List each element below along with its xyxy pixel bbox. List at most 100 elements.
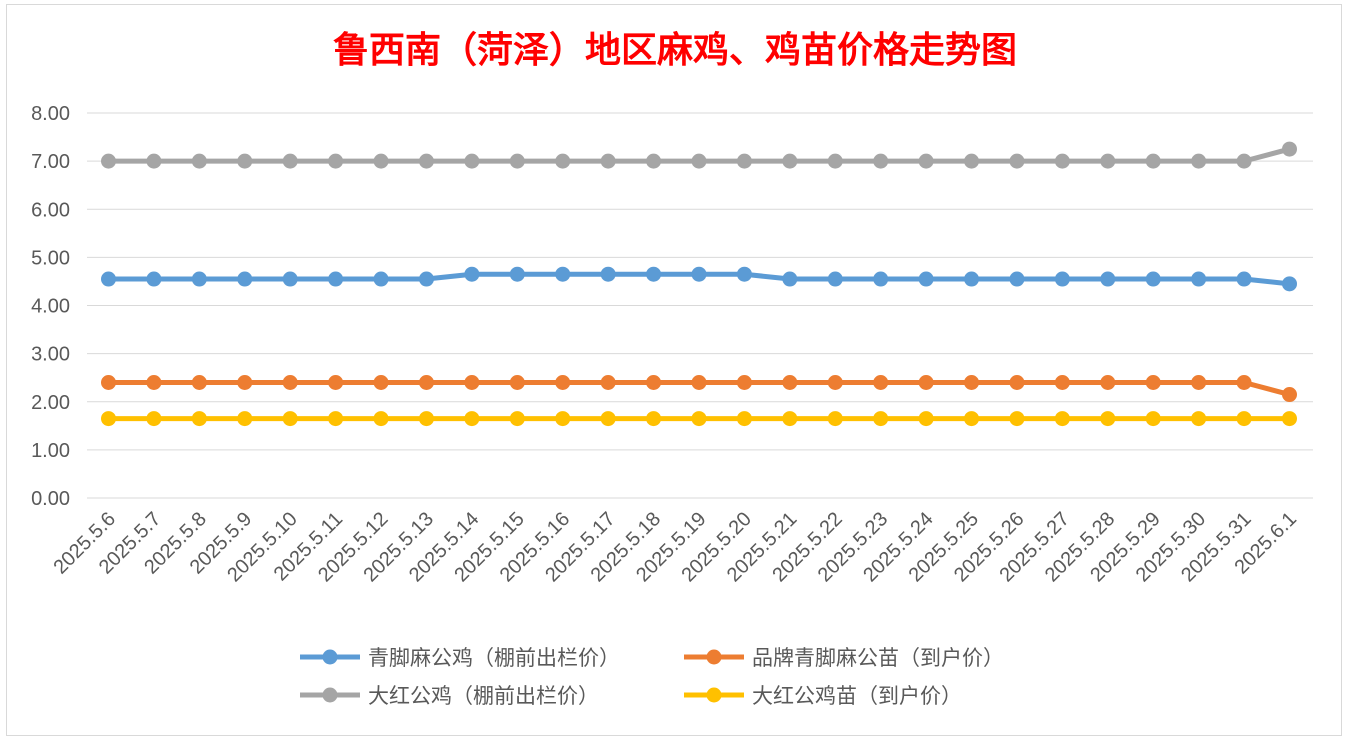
- data-point: [146, 271, 162, 287]
- data-point: [555, 153, 571, 169]
- data-point: [646, 375, 662, 390]
- data-point: [282, 411, 298, 427]
- data-point: [782, 411, 798, 427]
- series-3: [101, 141, 1297, 169]
- data-point: [1282, 387, 1297, 403]
- legend: 青脚麻公鸡（棚前出栏价） 品牌青脚麻公苗（到户价） 大红公鸡（棚前出栏价） 大红公鸡苗…: [300, 646, 1004, 708]
- y-tick-label: 8.00: [31, 103, 70, 125]
- legend-swatch-marker: [322, 649, 338, 665]
- data-point: [691, 153, 707, 169]
- y-axis-ticks: 0.00 1.00 2.00 3.00 4.00 5.00 6.00 7.00 8.00: [31, 103, 70, 510]
- data-point: [418, 375, 434, 390]
- data-point: [1191, 271, 1207, 287]
- data-point: [918, 153, 934, 169]
- data-point: [1009, 153, 1025, 169]
- y-tick-label: 5.00: [31, 247, 70, 269]
- data-point: [1236, 153, 1252, 169]
- data-point: [328, 153, 344, 169]
- legend-swatch-marker: [706, 687, 722, 703]
- data-point: [146, 153, 162, 169]
- data-point: [146, 411, 162, 427]
- data-point: [191, 153, 207, 169]
- data-point: [373, 271, 389, 287]
- data-point: [1145, 153, 1161, 169]
- data-point: [1100, 411, 1116, 427]
- legend-label: 大红公鸡（棚前出栏价）: [368, 684, 599, 708]
- data-point: [373, 153, 389, 169]
- data-point: [691, 375, 707, 390]
- data-point: [464, 411, 480, 427]
- data-point: [555, 411, 571, 427]
- data-point: [964, 153, 980, 169]
- data-point: [373, 411, 389, 427]
- data-point: [1236, 375, 1252, 390]
- data-point: [600, 266, 616, 282]
- data-point: [282, 153, 298, 169]
- data-point: [736, 375, 752, 390]
- data-point: [600, 411, 616, 427]
- legend-swatch-marker: [322, 687, 338, 703]
- data-point: [691, 411, 707, 427]
- data-point: [509, 266, 525, 282]
- data-point: [509, 375, 525, 390]
- data-point: [509, 153, 525, 169]
- data-point: [646, 266, 662, 282]
- data-point: [1054, 153, 1070, 169]
- data-point: [918, 271, 934, 287]
- data-point: [827, 375, 843, 390]
- data-point: [191, 271, 207, 287]
- data-point: [1009, 375, 1025, 390]
- data-point: [782, 375, 798, 390]
- data-point: [1282, 276, 1297, 292]
- data-point: [1191, 153, 1207, 169]
- data-point: [646, 411, 662, 427]
- data-point: [373, 375, 389, 390]
- data-point: [964, 411, 980, 427]
- data-point: [1236, 411, 1252, 427]
- legend-label: 品牌青脚麻公苗（到户价）: [752, 646, 1004, 670]
- data-point: [964, 375, 980, 390]
- chart-title: 鲁西南（菏泽）地区麻鸡、鸡苗价格走势图: [333, 29, 1017, 71]
- y-tick-label: 1.00: [31, 440, 70, 462]
- data-point: [1145, 271, 1161, 287]
- data-point: [600, 375, 616, 390]
- data-point: [191, 411, 207, 427]
- data-point: [736, 411, 752, 427]
- data-point: [101, 411, 116, 427]
- data-point: [918, 375, 934, 390]
- data-point: [691, 266, 707, 282]
- data-point: [328, 411, 344, 427]
- data-point: [782, 271, 798, 287]
- series-lines: [101, 141, 1297, 427]
- legend-label: 大红公鸡苗（到户价）: [752, 684, 962, 708]
- data-point: [555, 266, 571, 282]
- data-point: [418, 153, 434, 169]
- y-tick-label: 4.00: [31, 296, 70, 318]
- legend-item: 大红公鸡苗（到户价）: [684, 684, 962, 708]
- legend-item: 大红公鸡（棚前出栏价）: [300, 684, 599, 708]
- data-point: [873, 411, 889, 427]
- data-point: [827, 411, 843, 427]
- data-point: [237, 153, 253, 169]
- series-4: [101, 411, 1297, 427]
- legend-item: 品牌青脚麻公苗（到户价）: [684, 646, 1004, 670]
- data-point: [964, 271, 980, 287]
- data-point: [1054, 271, 1070, 287]
- data-point: [146, 375, 162, 390]
- series-2: [101, 375, 1297, 403]
- data-point: [600, 153, 616, 169]
- data-point: [1145, 411, 1161, 427]
- data-point: [873, 375, 889, 390]
- data-point: [418, 411, 434, 427]
- data-point: [555, 375, 571, 390]
- data-point: [1100, 153, 1116, 169]
- legend-item: 青脚麻公鸡（棚前出栏价）: [300, 646, 620, 670]
- data-point: [1054, 411, 1070, 427]
- data-point: [782, 153, 798, 169]
- data-point: [736, 266, 752, 282]
- data-point: [873, 153, 889, 169]
- data-point: [918, 411, 934, 427]
- data-point: [101, 271, 116, 287]
- data-point: [1191, 411, 1207, 427]
